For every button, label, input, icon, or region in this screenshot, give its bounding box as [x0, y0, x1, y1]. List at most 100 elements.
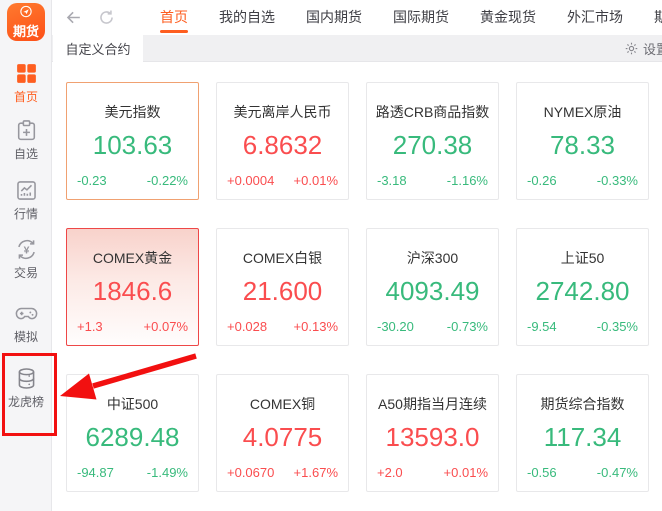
quote-pct: +0.01% — [443, 465, 488, 480]
quote-name: 上证50 — [560, 250, 605, 266]
chart-icon — [16, 181, 36, 200]
quote-name: 美元指数 — [104, 104, 161, 120]
quote-card[interactable]: COMEX铜 4.0775 +0.0670 +1.67% — [216, 374, 349, 492]
sidebar-item-label: 行情 — [13, 207, 38, 221]
nav-item-intl-futures[interactable]: 国际期货 — [393, 9, 449, 25]
settings-button[interactable]: 设置 — [624, 35, 662, 62]
quote-change: +2.0 — [377, 465, 403, 480]
quote-change: +1.3 — [77, 319, 103, 334]
quote-pct: +0.07% — [143, 319, 188, 334]
quote-card[interactable]: 美元离岸人民币 6.8632 +0.0004 +0.01% — [216, 82, 349, 200]
quote-name: NYMEX原油 — [543, 104, 622, 120]
quote-card[interactable]: 中证500 6289.48 -94.87 -1.49% — [66, 374, 199, 492]
quote-name: COMEX白银 — [242, 250, 323, 266]
quote-change: +0.0004 — [227, 173, 275, 188]
nav-item-forex[interactable]: 外汇市场 — [567, 9, 623, 25]
sidebar-item-label: 模拟 — [13, 330, 38, 344]
sidebar: 期货 首页 自选 行情 — [0, 0, 52, 511]
quote-pct: -1.49% — [146, 465, 188, 480]
quote-card[interactable]: 期货综合指数 117.34 -0.56 -0.47% — [516, 374, 649, 492]
sidebar-item-leaderboard[interactable]: 龙虎榜 — [0, 366, 52, 410]
quote-price: 4.0775 — [242, 422, 323, 452]
database-icon — [18, 368, 34, 389]
logo-text: 期货 — [12, 24, 39, 39]
paper-plane-icon — [20, 5, 32, 18]
quote-pct: +1.67% — [293, 465, 338, 480]
tab-custom-contracts[interactable]: 自定义合约 — [53, 35, 143, 62]
quote-price: 13593.0 — [385, 422, 480, 452]
quote-change: -0.23 — [77, 173, 107, 188]
quote-pct: -1.16% — [446, 173, 488, 188]
quote-name: COMEX黄金 — [92, 250, 173, 266]
quote-card[interactable]: 路透CRB商品指数 270.38 -3.18 -1.16% — [366, 82, 499, 200]
back-icon[interactable] — [64, 8, 83, 27]
nav-item-partial[interactable]: 期 — [654, 9, 662, 25]
quote-change: -0.26 — [527, 173, 557, 188]
quote-card-selected[interactable]: COMEX黄金 1846.6 +1.3 +0.07% — [66, 228, 199, 346]
quote-price: 270.38 — [392, 130, 473, 160]
top-navigation: 首页 我的自选 国内期货 国际期货 黄金现货 外汇市场 期 — [52, 0, 662, 35]
yuan-exchange-icon: ¥ — [17, 239, 35, 260]
quote-price: 2742.80 — [535, 276, 630, 306]
refresh-icon[interactable] — [97, 8, 116, 27]
sidebar-item-label: 交易 — [13, 266, 38, 280]
quote-card[interactable]: 沪深300 4093.49 -30.20 -0.73% — [366, 228, 499, 346]
sidebar-item-trade[interactable]: ¥ 交易 — [0, 237, 52, 281]
nav-item-home[interactable]: 首页 — [160, 0, 188, 35]
quote-price: 21.600 — [242, 276, 323, 306]
sidebar-item-watchlist[interactable]: 自选 — [0, 118, 52, 162]
quote-change: -94.87 — [77, 465, 114, 480]
clipboard-plus-icon — [17, 120, 35, 141]
quote-name: 路透CRB商品指数 — [375, 104, 490, 120]
quote-grid: 美元指数 103.63 -0.23 -0.22% 美元离岸人民币 6.8632 +… — [66, 82, 649, 492]
quote-change: -3.18 — [377, 173, 407, 188]
sidebar-item-simulation[interactable]: 模拟 — [0, 301, 52, 345]
quote-price: 78.33 — [549, 130, 616, 160]
quote-card[interactable]: COMEX白银 21.600 +0.028 +0.13% — [216, 228, 349, 346]
sidebar-item-quotes[interactable]: 行情 — [0, 178, 52, 222]
quote-pct: -0.73% — [446, 319, 488, 334]
main-content: 美元指数 103.63 -0.23 -0.22% 美元离岸人民币 6.8632 +… — [52, 62, 662, 511]
sub-tab-bar: 自定义合约 设置 — [52, 35, 662, 62]
sidebar-item-home[interactable]: 首页 — [0, 61, 52, 105]
quote-card[interactable]: 上证50 2742.80 -9.54 -0.35% — [516, 228, 649, 346]
quote-pct: -0.33% — [596, 173, 638, 188]
sidebar-item-label: 首页 — [13, 90, 38, 104]
svg-text:¥: ¥ — [23, 245, 29, 256]
quote-pct: +0.13% — [293, 319, 338, 334]
quote-card[interactable]: 美元指数 103.63 -0.23 -0.22% — [66, 82, 199, 200]
quote-pct: -0.35% — [596, 319, 638, 334]
quote-pct: +0.01% — [293, 173, 338, 188]
quote-name: 沪深300 — [406, 250, 459, 266]
quote-name: 期货综合指数 — [540, 396, 625, 412]
quote-price: 103.63 — [92, 130, 173, 160]
quote-price: 6289.48 — [85, 422, 180, 452]
nav-item-gold-spot[interactable]: 黄金现货 — [480, 9, 536, 25]
gamepad-icon — [15, 307, 37, 320]
settings-label: 设置 — [642, 42, 662, 57]
grid-home-icon — [16, 64, 36, 83]
quote-price: 6.8632 — [242, 130, 323, 160]
quote-name: COMEX铜 — [249, 396, 316, 412]
quote-card[interactable]: A50期指当月连续 13593.0 +2.0 +0.01% — [366, 374, 499, 492]
quote-name: A50期指当月连续 — [378, 396, 487, 412]
quote-change: +0.0670 — [227, 465, 275, 480]
quote-pct: -0.22% — [146, 173, 188, 188]
sidebar-item-label: 龙虎榜 — [7, 395, 44, 409]
quote-card[interactable]: NYMEX原油 78.33 -0.26 -0.33% — [516, 82, 649, 200]
sidebar-item-label: 自选 — [13, 147, 38, 161]
quote-change: +0.028 — [227, 319, 268, 334]
quote-change: -30.20 — [377, 319, 414, 334]
quote-pct: -0.47% — [596, 465, 638, 480]
quote-change: -9.54 — [527, 319, 557, 334]
nav-item-my-watchlist[interactable]: 我的自选 — [219, 9, 275, 25]
quote-change: -0.56 — [527, 465, 557, 480]
quote-name: 中证500 — [106, 396, 159, 412]
quote-price: 1846.6 — [92, 276, 173, 306]
gear-icon — [625, 42, 638, 55]
quote-name: 美元离岸人民币 — [233, 104, 332, 120]
app-logo[interactable]: 期货 — [7, 3, 45, 41]
nav-item-domestic-futures[interactable]: 国内期货 — [306, 9, 362, 25]
quote-price: 4093.49 — [385, 276, 480, 306]
